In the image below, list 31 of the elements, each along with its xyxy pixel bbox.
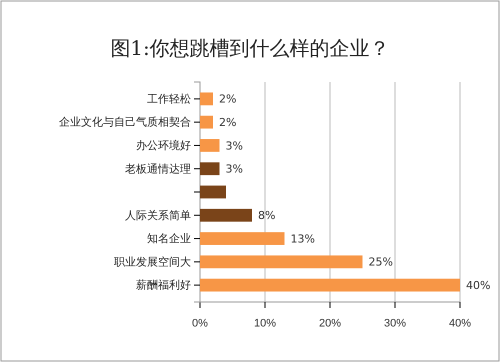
x-tick-label: 40% xyxy=(448,317,472,330)
bar xyxy=(200,278,460,292)
y-tick-label: 薪酬福利好 xyxy=(136,278,191,292)
data-label: 2% xyxy=(219,116,236,130)
y-tick-label: 人际关系简单 xyxy=(125,208,191,222)
bar xyxy=(200,186,226,198)
bar xyxy=(200,116,213,129)
chart-title: 图1:你想跳槽到什么样的企业？ xyxy=(110,36,390,60)
data-label: 13% xyxy=(290,232,315,246)
x-tick-label: 0% xyxy=(192,317,208,330)
y-tick-label: 工作轻松 xyxy=(147,93,191,106)
x-tick-label: 20% xyxy=(318,317,342,330)
y-tick-label: 办公环境好 xyxy=(136,138,191,152)
data-label: 2% xyxy=(219,92,236,106)
data-label: 40% xyxy=(466,278,490,292)
y-tick-label: 企业文化与自己气质相契合 xyxy=(59,116,191,129)
bar xyxy=(200,232,284,245)
y-tick-label: 职业发展空间大 xyxy=(114,255,191,268)
x-tick-label: 10% xyxy=(254,317,276,330)
y-tick-label: 知名企业 xyxy=(147,232,191,246)
bar xyxy=(200,92,213,106)
bar xyxy=(200,208,252,222)
x-tick-label: 30% xyxy=(384,317,406,330)
bar xyxy=(200,162,220,176)
bar xyxy=(200,255,362,268)
bar xyxy=(200,139,220,152)
y-tick-label: 老板通情达理 xyxy=(125,162,191,176)
data-label: 3% xyxy=(226,162,243,176)
data-label: 3% xyxy=(226,139,243,152)
data-label: 25% xyxy=(368,256,393,269)
data-label: 8% xyxy=(258,209,276,222)
